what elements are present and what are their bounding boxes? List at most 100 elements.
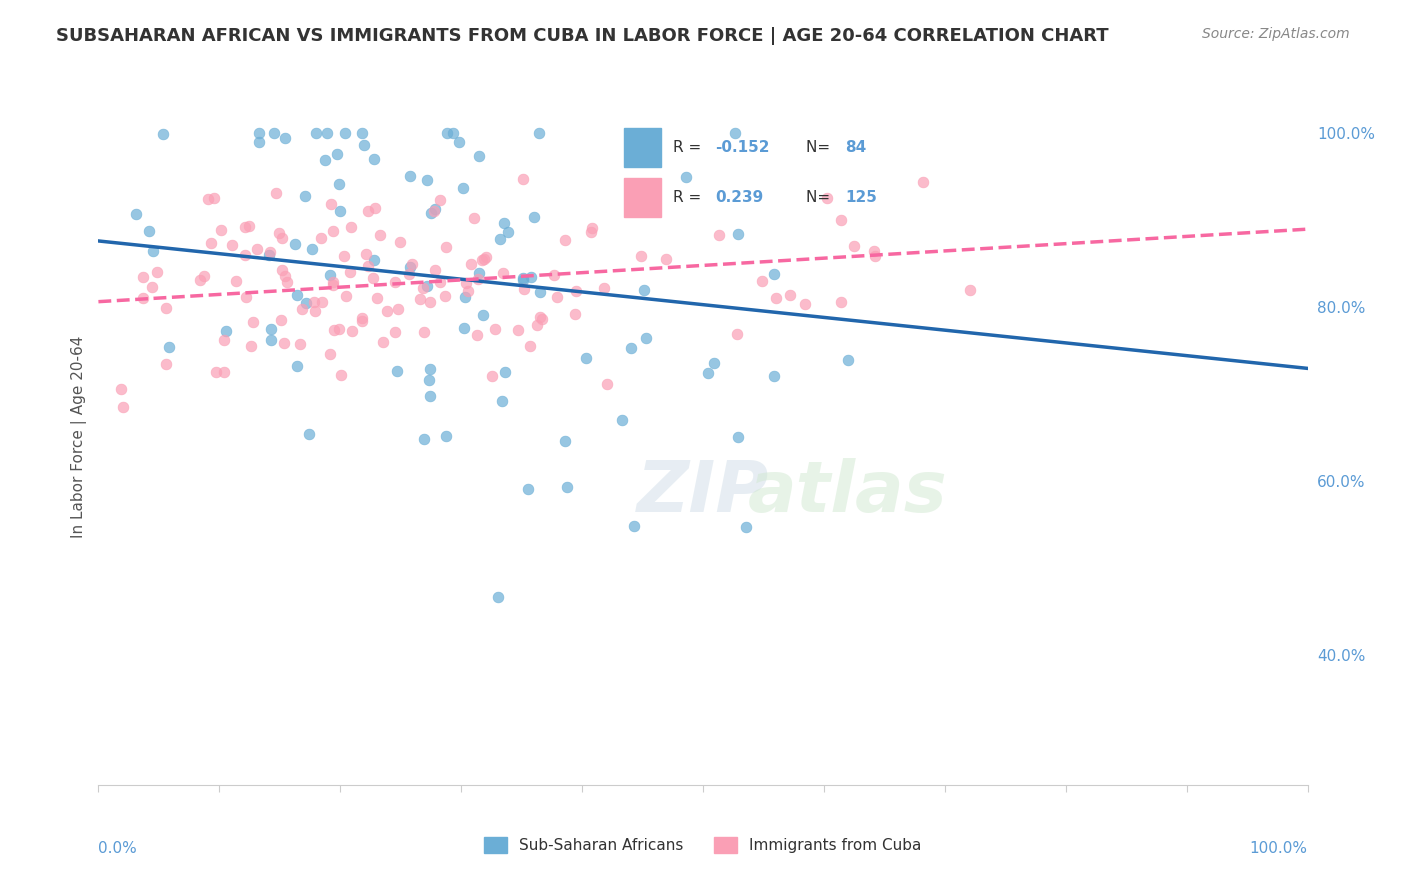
Point — [385, 364, 408, 378]
Point — [305, 126, 328, 140]
Point — [453, 320, 475, 334]
Point — [512, 271, 534, 285]
Point — [623, 519, 645, 533]
Point — [441, 126, 464, 140]
Point — [467, 328, 489, 343]
Text: 100.0%: 100.0% — [1250, 840, 1308, 855]
Point — [145, 265, 167, 279]
Point — [388, 235, 411, 250]
Point — [294, 188, 316, 202]
Point — [325, 147, 347, 161]
Point — [472, 252, 495, 267]
Point — [371, 335, 394, 350]
Point — [596, 377, 619, 392]
Point — [554, 434, 576, 448]
Point — [309, 231, 332, 245]
Point — [259, 244, 281, 259]
Point — [779, 288, 801, 302]
Point — [212, 334, 235, 348]
Point — [401, 257, 423, 271]
Point — [339, 219, 361, 234]
Point — [215, 324, 238, 338]
Point — [512, 172, 534, 186]
Point — [529, 310, 551, 324]
Point — [322, 277, 344, 292]
Point — [335, 288, 357, 302]
Point — [328, 322, 350, 336]
Point — [249, 126, 271, 140]
Point — [416, 279, 439, 293]
Point — [264, 186, 287, 200]
Point — [543, 268, 565, 283]
Point — [353, 138, 375, 153]
Point — [364, 201, 387, 215]
Point — [707, 228, 730, 243]
Point — [419, 362, 441, 376]
Point — [520, 269, 543, 284]
Point — [419, 389, 441, 403]
Point — [190, 273, 212, 287]
Point — [434, 240, 457, 254]
Point — [152, 127, 174, 141]
Point — [238, 219, 260, 234]
Point — [368, 227, 391, 242]
Point — [529, 285, 551, 299]
Point — [655, 252, 678, 267]
Point — [413, 433, 436, 447]
Point — [200, 236, 222, 251]
Point — [155, 357, 177, 371]
Point — [141, 280, 163, 294]
Point — [225, 274, 247, 288]
Point — [328, 178, 350, 192]
Point — [523, 210, 546, 224]
Point — [398, 260, 420, 275]
Point — [247, 135, 270, 149]
Point — [124, 206, 146, 220]
Point — [233, 247, 256, 261]
Point — [763, 267, 786, 281]
Point — [863, 244, 886, 259]
Point — [697, 366, 720, 380]
Point — [363, 252, 385, 267]
Point — [546, 289, 568, 303]
Point — [298, 426, 321, 441]
Point — [763, 369, 786, 384]
Point — [703, 356, 725, 370]
Point — [221, 237, 243, 252]
Point — [202, 191, 225, 205]
Point — [110, 382, 132, 396]
Point — [329, 204, 352, 219]
Point — [494, 366, 516, 380]
Point — [271, 263, 294, 277]
Point — [273, 131, 295, 145]
Point — [204, 365, 226, 379]
Text: Source: ZipAtlas.com: Source: ZipAtlas.com — [1202, 27, 1350, 41]
Point — [815, 190, 838, 204]
Point — [512, 282, 534, 296]
Point — [423, 203, 446, 218]
Point — [959, 283, 981, 297]
Point — [263, 126, 285, 140]
Point — [354, 247, 377, 261]
Point — [675, 170, 697, 185]
Point — [420, 205, 443, 219]
Point — [429, 193, 451, 207]
Point — [276, 275, 298, 289]
Point — [193, 269, 215, 284]
Point — [361, 270, 384, 285]
Point — [492, 266, 515, 280]
Point — [319, 268, 342, 282]
Point — [209, 223, 232, 237]
Point — [529, 126, 551, 140]
Point — [384, 276, 406, 290]
Point — [418, 373, 440, 387]
Legend: Sub-Saharan Africans, Immigrants from Cuba: Sub-Saharan Africans, Immigrants from Cu… — [477, 830, 929, 861]
Point — [350, 311, 373, 326]
Point — [468, 149, 491, 163]
Point — [830, 212, 852, 227]
Point — [319, 346, 342, 360]
Point — [233, 219, 256, 234]
Point — [239, 339, 262, 353]
Point — [423, 202, 446, 216]
Point — [412, 281, 434, 295]
